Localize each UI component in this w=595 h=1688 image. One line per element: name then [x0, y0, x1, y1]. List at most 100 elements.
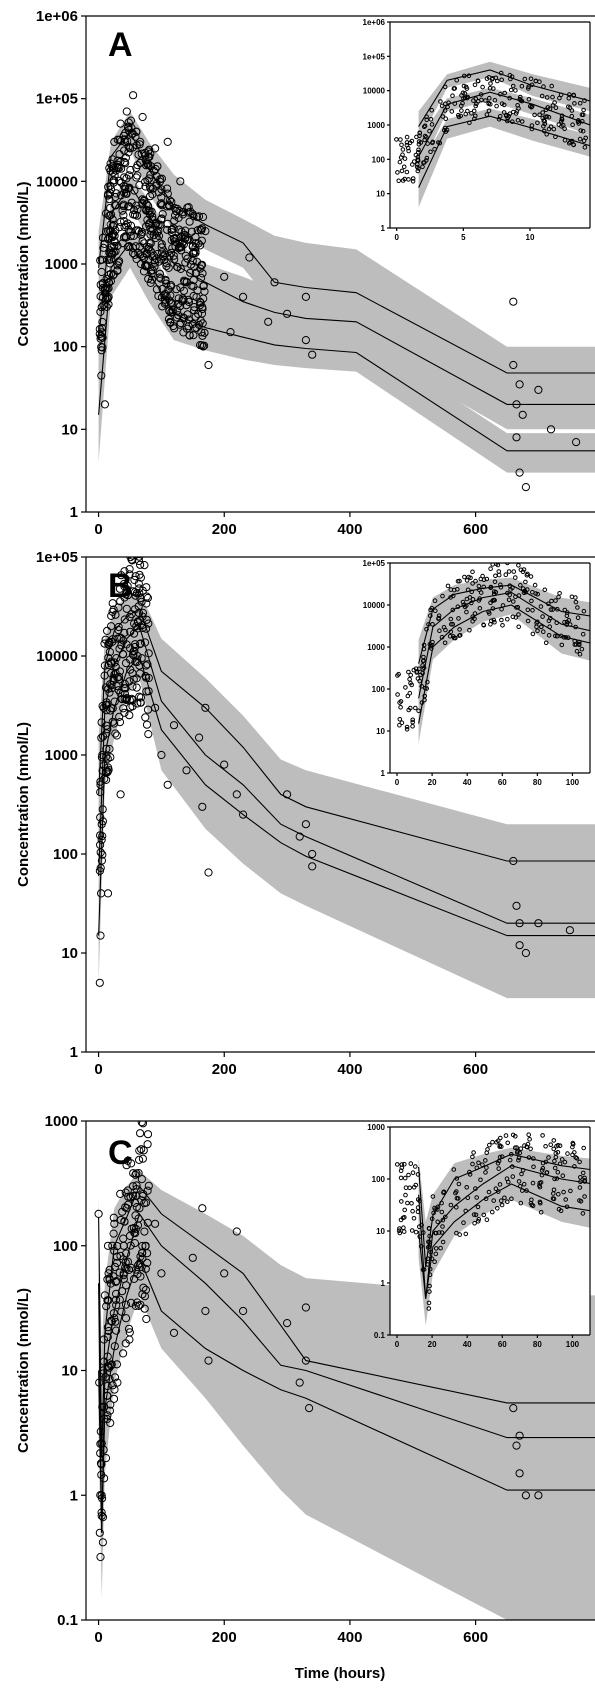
- observation-point: [115, 672, 124, 681]
- observation-point: [140, 1227, 149, 1236]
- observation-point: [146, 184, 155, 193]
- inset-observation-point: [448, 1202, 454, 1208]
- observation-point: [151, 703, 160, 712]
- inset-observation-point: [420, 663, 425, 668]
- observation-point: [264, 317, 273, 326]
- observation-point: [110, 1373, 120, 1382]
- observation-point: [138, 586, 147, 595]
- observation-point: [176, 177, 185, 186]
- observation-point: [132, 127, 141, 136]
- inset-observation-point: [445, 583, 451, 589]
- observation-point: [197, 260, 207, 269]
- observation-point: [144, 274, 153, 283]
- inset-observation-point: [414, 134, 419, 140]
- observation-point: [144, 220, 153, 229]
- inset-observation-point: [569, 594, 575, 600]
- observation-point: [134, 1301, 143, 1311]
- inset-observation-point: [406, 669, 411, 675]
- x-tick-label: 600: [463, 521, 488, 538]
- inset-observation-point: [399, 1199, 404, 1204]
- observation-point: [178, 294, 187, 303]
- observation-point: [122, 1264, 131, 1274]
- observation-point: [141, 261, 150, 270]
- percentile-50-line: [98, 1212, 595, 1533]
- observation-point: [181, 258, 190, 267]
- observation-point: [103, 1332, 112, 1342]
- inset-observation-point: [461, 83, 467, 89]
- inset-observation-point: [499, 101, 505, 106]
- inset-observation-point: [458, 113, 464, 119]
- observation-point: [121, 1203, 130, 1212]
- inset-observation-point: [546, 1155, 551, 1160]
- y-axis-title: Concentration (nmol/L): [15, 182, 32, 347]
- observation-point: [188, 1253, 197, 1262]
- panel-letter: C: [108, 1134, 133, 1172]
- inset-observation-point: [526, 97, 532, 102]
- inset-observation-point: [529, 123, 535, 128]
- observation-point: [102, 302, 111, 311]
- inset-observation-point: [544, 114, 550, 119]
- inset-observation-point: [427, 1289, 432, 1294]
- inset-observation-point: [400, 152, 405, 157]
- inset-observation-point: [447, 633, 453, 639]
- inset-x-tick-label: 10: [526, 233, 535, 242]
- inset-observation-point: [455, 1196, 461, 1201]
- inset-observation-point: [463, 1231, 469, 1237]
- inset-y-tick-label: 1e+06: [363, 18, 386, 27]
- inset-observation-point: [555, 1143, 561, 1148]
- observation-point: [112, 189, 121, 198]
- observation-point: [138, 112, 147, 122]
- inset-observation-point: [475, 1219, 481, 1224]
- y-tick-label: 1000: [45, 747, 78, 764]
- inset-observation-point: [413, 1229, 419, 1235]
- observation-point: [103, 889, 113, 898]
- observation-point: [194, 239, 203, 248]
- inset-observation-point: [494, 103, 499, 109]
- observation-point: [132, 683, 141, 692]
- inset-observation-point: [440, 1239, 446, 1245]
- observation-point: [142, 1314, 151, 1324]
- observation-point: [110, 1219, 119, 1228]
- observation-point: [112, 1258, 122, 1268]
- inset-observation-point: [397, 722, 402, 728]
- observation-point: [245, 253, 254, 262]
- inset-observation-point: [460, 599, 466, 605]
- observation-point: [108, 1241, 117, 1250]
- observation-point: [176, 283, 185, 292]
- observation-point: [521, 483, 531, 492]
- observation-point: [157, 185, 166, 194]
- inset-observation-point: [507, 111, 513, 116]
- observation-point: [141, 182, 150, 191]
- observation-point: [521, 948, 531, 958]
- inset-observation-point: [546, 618, 552, 624]
- observations: [97, 91, 581, 492]
- inset-observation-point: [483, 98, 488, 103]
- inset-observation-point: [581, 608, 587, 614]
- observation-point: [138, 1290, 147, 1299]
- y-tick-label: 1e+05: [36, 91, 78, 108]
- percentile-5-line: [98, 654, 595, 937]
- inset-observation-point: [580, 631, 586, 637]
- inset-observation-point: [453, 1190, 458, 1196]
- observation-point: [143, 593, 152, 603]
- inset-observation-point: [487, 1142, 492, 1148]
- observations: [94, 1169, 543, 1562]
- observation-point: [98, 279, 107, 288]
- observation-point: [118, 239, 127, 248]
- inset-observation-point: [395, 692, 400, 697]
- observation-point: [132, 163, 141, 172]
- inset-observation-point: [491, 1198, 497, 1203]
- inset-observation-point: [457, 1232, 463, 1237]
- observation-point: [138, 612, 147, 621]
- inset-observation-point: [438, 99, 443, 104]
- inset-observation-point: [530, 1180, 536, 1186]
- observation-point: [124, 1324, 134, 1333]
- inset-observation-point: [416, 139, 422, 144]
- inset-observation-point: [551, 126, 557, 132]
- inset-observation-point: [404, 724, 410, 730]
- inset-observation-point: [559, 642, 565, 648]
- inset-percentile-line: [418, 584, 590, 664]
- inset-observation-point: [531, 1164, 536, 1170]
- observation-point: [509, 360, 518, 370]
